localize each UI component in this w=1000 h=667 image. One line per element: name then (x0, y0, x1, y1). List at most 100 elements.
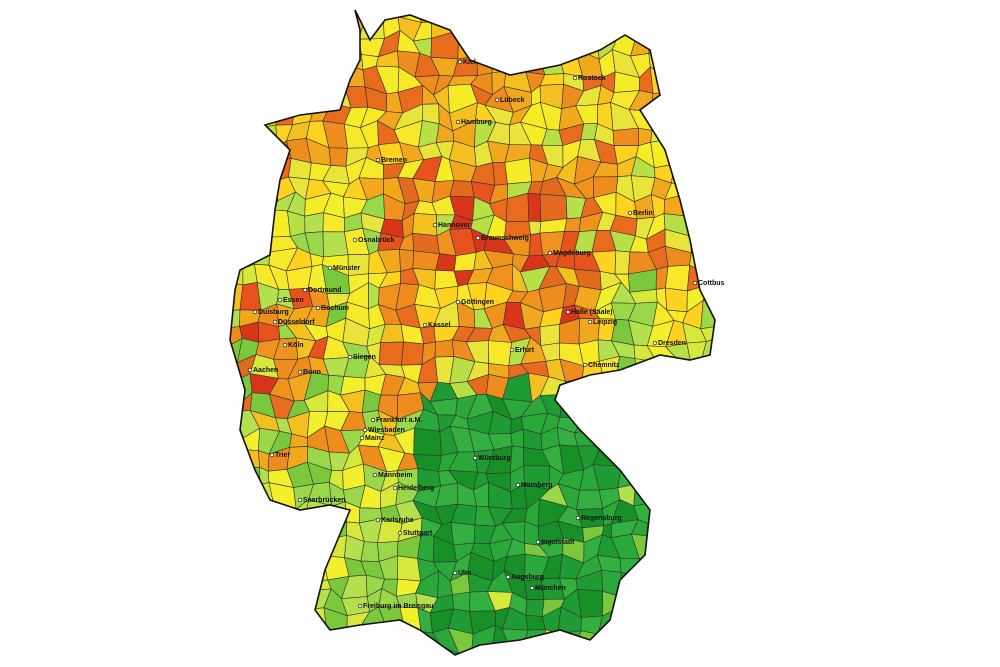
city-label: Hamburg (461, 119, 492, 126)
district (558, 22, 585, 38)
district (609, 643, 637, 655)
district (650, 139, 675, 169)
district (274, 88, 297, 108)
district (232, 159, 260, 186)
city-marker (529, 585, 535, 591)
district (287, 37, 312, 55)
district (358, 625, 387, 652)
district (577, 588, 603, 618)
district (397, 626, 422, 652)
city-marker (509, 347, 515, 353)
district (592, 10, 618, 16)
district (649, 606, 670, 635)
district (633, 574, 657, 597)
district (703, 482, 715, 507)
city-marker (627, 210, 633, 216)
district (287, 644, 314, 655)
district (539, 323, 561, 346)
city-label: Frankfurt a.M. (376, 417, 422, 424)
city-marker (582, 362, 588, 368)
district (527, 192, 542, 222)
district (358, 646, 379, 655)
district (611, 631, 631, 646)
city-marker (375, 517, 381, 523)
district (232, 143, 261, 167)
district (311, 10, 333, 21)
district (235, 593, 262, 613)
district (688, 74, 713, 92)
district (293, 86, 315, 111)
city-label: Braunschweig (481, 235, 529, 242)
district (690, 415, 705, 436)
district (233, 49, 257, 78)
city-marker (282, 342, 288, 348)
district (275, 646, 298, 655)
district (509, 10, 526, 20)
district (328, 47, 353, 73)
district (681, 541, 710, 560)
district (232, 607, 261, 629)
district (674, 389, 693, 420)
district (467, 12, 497, 42)
district (690, 216, 709, 237)
district (667, 10, 691, 19)
district (522, 34, 550, 60)
district (323, 649, 351, 655)
district (230, 121, 243, 147)
district (310, 17, 329, 39)
district (527, 663, 546, 667)
district (665, 264, 690, 292)
city-label: Freiburg im Breisgau (363, 603, 433, 610)
district (303, 553, 329, 582)
district (399, 248, 415, 272)
district (273, 538, 292, 562)
district (495, 13, 512, 42)
city-marker (375, 157, 381, 163)
district (328, 147, 348, 167)
district (230, 537, 239, 565)
city-label: Siegen (353, 354, 376, 361)
district (377, 661, 401, 667)
district (584, 14, 602, 38)
district (287, 66, 315, 92)
city-label: Dortmund (308, 287, 341, 294)
district (521, 10, 544, 24)
district (230, 411, 245, 439)
district (252, 209, 274, 240)
district (304, 626, 327, 651)
district (665, 287, 688, 313)
district (435, 253, 457, 272)
district (703, 389, 715, 419)
district (271, 10, 297, 20)
district (707, 155, 715, 184)
district (688, 84, 708, 115)
district (705, 10, 715, 24)
city-marker (362, 427, 368, 433)
district (666, 487, 691, 505)
district (230, 309, 241, 330)
district (668, 138, 690, 165)
city-marker (327, 265, 333, 271)
district (681, 182, 712, 194)
district (627, 445, 658, 471)
district (664, 613, 690, 636)
city-labels: Kiel Rostock Lübeck Hamburg Bremen Berlin Hann… (247, 59, 725, 610)
district (699, 209, 715, 236)
district (253, 556, 278, 579)
city-label: Dresden (658, 340, 686, 347)
district (629, 606, 657, 634)
city-marker (277, 297, 283, 303)
district (699, 68, 715, 92)
city-label: Nürnberg (521, 482, 553, 489)
district (669, 374, 692, 399)
city-marker (572, 75, 578, 81)
district (566, 10, 585, 24)
city-marker (302, 287, 308, 293)
district (341, 625, 362, 651)
city-marker (315, 305, 321, 311)
city-marker (357, 603, 363, 609)
city-marker (452, 570, 458, 576)
district (231, 40, 259, 60)
district (683, 462, 709, 490)
district (219, 662, 238, 667)
